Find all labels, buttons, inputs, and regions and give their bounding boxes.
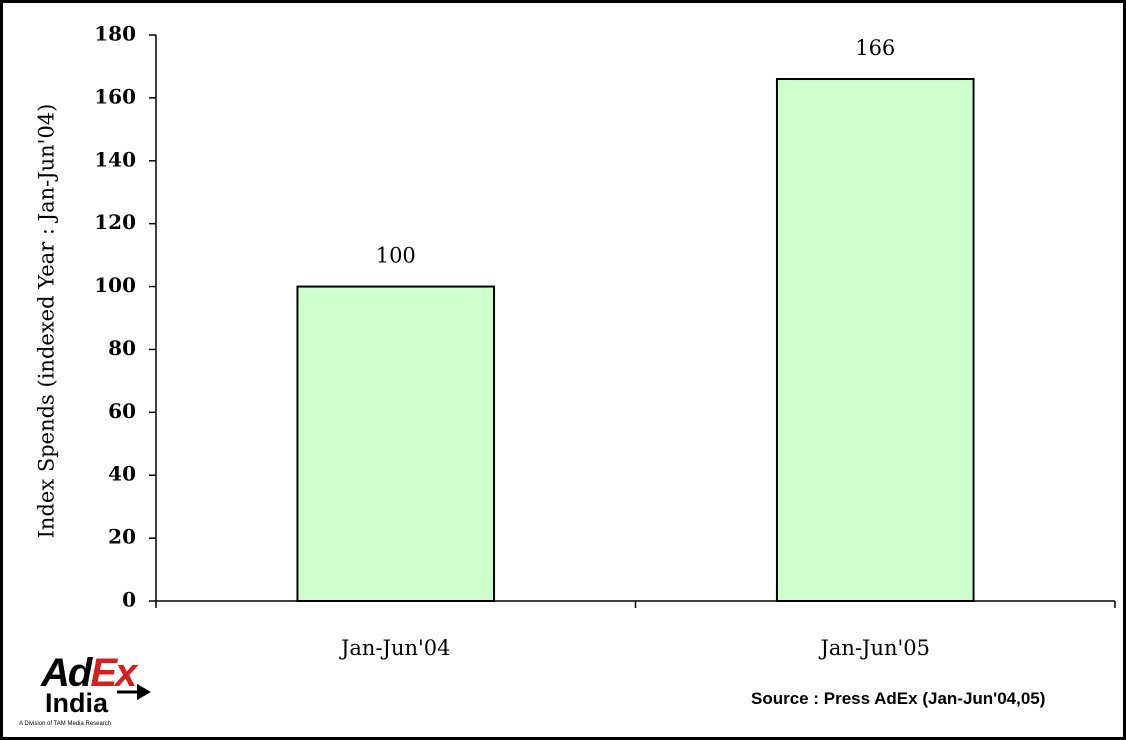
y-tick-label: 100 <box>94 273 136 297</box>
y-tick-label: 20 <box>108 525 136 549</box>
y-tick-label: 140 <box>94 147 136 171</box>
logo-india: India <box>45 688 109 718</box>
bar <box>775 78 975 603</box>
y-tick-label: 60 <box>108 399 136 423</box>
logo-wordmark: AdEx <box>41 651 137 695</box>
data-label: 100 <box>376 244 416 268</box>
bars: 100 166 <box>296 36 975 603</box>
logo-arrow-icon <box>117 684 151 700</box>
adex-india-logo: AdEx India A Division of TAM Media Resea… <box>17 653 167 737</box>
y-tick-label: 160 <box>94 84 136 108</box>
y-tick-label: 80 <box>108 336 136 360</box>
x-axis: Jan-Jun'04 Jan-Jun'05 <box>155 600 1116 660</box>
y-axis-ticks: 0 20 40 60 80 100 120 140 160 180 <box>94 22 157 612</box>
x-tick-label: Jan-Jun'05 <box>818 636 930 660</box>
y-tick-label: 0 <box>122 588 136 612</box>
bar-chart: Index Spends (indexed Year : Jan-Jun'04)… <box>35 22 1116 660</box>
y-tick-label: 180 <box>94 22 136 46</box>
logo-tagline: A Division of TAM Media Research <box>19 721 112 727</box>
y-tick-label: 40 <box>108 462 136 486</box>
source-note: Source : Press AdEx (Jan-Jun'04,05) <box>751 689 1046 708</box>
bar <box>296 285 496 602</box>
x-tick-label: Jan-Jun'04 <box>339 636 451 660</box>
data-label: 166 <box>855 36 895 60</box>
y-axis-label: Index Spends (indexed Year : Jan-Jun'04) <box>35 104 59 539</box>
y-tick-label: 120 <box>94 210 136 234</box>
